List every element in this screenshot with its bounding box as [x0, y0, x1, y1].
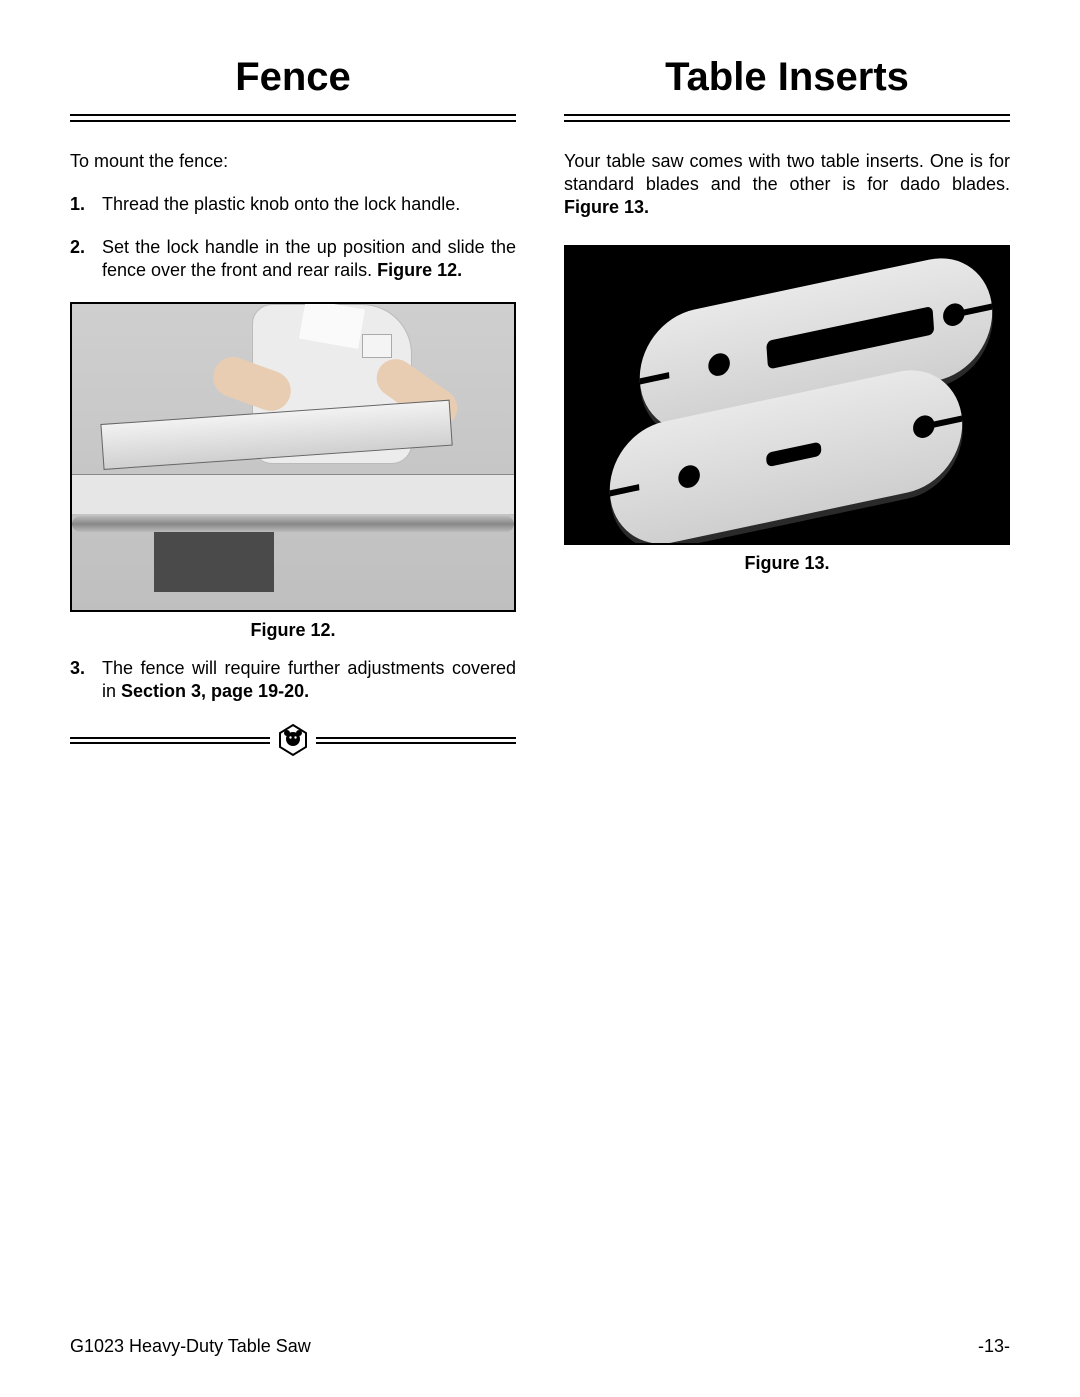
figure-13: Figure 13. — [564, 245, 1010, 574]
title-rule — [70, 114, 516, 122]
step-2: Set the lock handle in the up position a… — [70, 236, 516, 282]
intro-text: Your table saw comes with two table inse… — [564, 151, 1010, 194]
right-column: Table Inserts Your table saw comes with … — [564, 55, 1010, 757]
section-title-inserts: Table Inserts — [564, 55, 1010, 100]
intro-text: To mount the fence: — [70, 150, 516, 173]
step-1: Thread the plastic knob onto the lock ha… — [70, 193, 516, 216]
steps-list-2: The fence will require further adjustmen… — [70, 657, 516, 703]
section-ref: Section 3, page 19-20. — [121, 681, 309, 701]
figure-ref: Figure 12. — [377, 260, 462, 280]
figure-12-caption: Figure 12. — [70, 620, 516, 641]
figure-12-image — [70, 302, 516, 612]
figure-13-caption: Figure 13. — [564, 553, 1010, 574]
figure-ref: Figure 13. — [564, 197, 649, 217]
inserts-intro: Your table saw comes with two table inse… — [564, 150, 1010, 219]
page-footer: G1023 Heavy-Duty Table Saw -13- — [70, 1336, 1010, 1357]
figure-13-image — [564, 245, 1010, 545]
footer-doc-title: G1023 Heavy-Duty Table Saw — [70, 1336, 311, 1357]
section-title-fence: Fence — [70, 55, 516, 100]
title-rule — [564, 114, 1010, 122]
bear-badge-icon — [276, 723, 310, 757]
steps-list: Thread the plastic knob onto the lock ha… — [70, 193, 516, 282]
section-end-ornament — [70, 723, 516, 757]
footer-page-number: -13- — [978, 1336, 1010, 1357]
figure-12: Figure 12. — [70, 302, 516, 641]
left-column: Fence To mount the fence: Thread the pla… — [70, 55, 516, 757]
step-text: Thread the plastic knob onto the lock ha… — [102, 194, 460, 214]
step-3: The fence will require further adjustmen… — [70, 657, 516, 703]
